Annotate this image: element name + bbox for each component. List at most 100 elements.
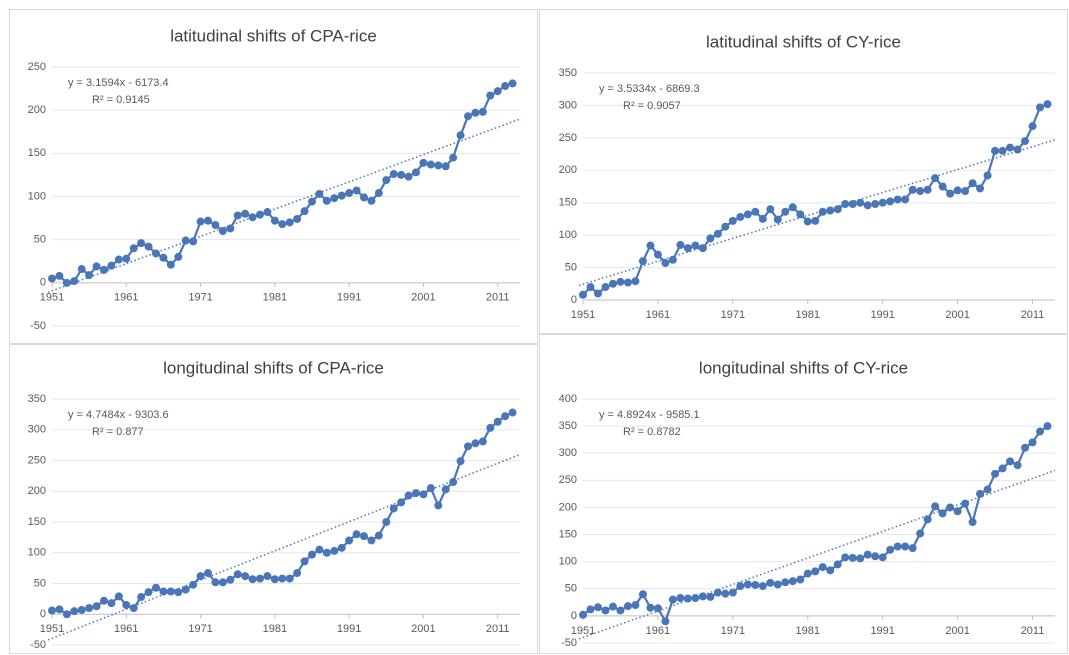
data-point	[931, 502, 940, 511]
x-tick-label: 2001	[945, 309, 969, 321]
data-point	[449, 478, 458, 487]
data-point	[728, 216, 737, 225]
data-point	[736, 582, 745, 591]
data-point	[698, 592, 707, 601]
data-point	[426, 160, 435, 169]
data-point	[181, 585, 190, 594]
data-point	[114, 592, 123, 601]
data-point	[77, 265, 86, 274]
data-point	[397, 498, 406, 507]
data-point	[107, 599, 116, 608]
data-point	[285, 574, 294, 583]
data-point	[404, 172, 413, 181]
y-tick-label: 350	[559, 420, 577, 432]
data-point	[961, 499, 970, 508]
y-tick-label: 400	[559, 393, 577, 405]
data-point	[486, 91, 495, 100]
data-point	[916, 187, 925, 196]
data-point	[751, 207, 760, 216]
data-point	[796, 210, 805, 219]
data-point	[181, 236, 190, 245]
trendline	[578, 139, 1056, 287]
x-tick-label: 1991	[870, 309, 894, 321]
data-point	[404, 491, 413, 500]
data-point	[478, 107, 487, 116]
data-point	[70, 607, 79, 616]
x-tick-label: 1991	[337, 292, 361, 304]
data-point	[70, 277, 79, 286]
x-tick-label: 1981	[796, 625, 820, 637]
chart-panel: longitudinal shifts of CPA-rice -50 0 50 100…	[9, 344, 538, 654]
data-point	[683, 594, 692, 603]
data-point	[248, 213, 257, 222]
data-point	[337, 191, 346, 200]
data-point	[826, 206, 835, 215]
data-point	[278, 220, 287, 229]
data-point	[818, 207, 827, 216]
data-point	[623, 602, 632, 611]
data-point	[278, 574, 287, 583]
data-point	[412, 168, 420, 177]
data-line	[582, 103, 1048, 296]
x-tick-label: 2011	[1021, 309, 1045, 321]
x-tick-label: 1951	[40, 623, 64, 635]
data-point	[478, 437, 487, 446]
data-point	[308, 550, 316, 559]
data-point	[856, 554, 865, 563]
data-point	[616, 606, 625, 615]
data-point	[174, 252, 183, 261]
data-point	[501, 81, 510, 90]
y-tick-label: 0	[40, 277, 46, 289]
data-point	[263, 208, 272, 217]
data-point	[412, 489, 420, 498]
data-point	[248, 575, 257, 584]
data-point	[374, 189, 383, 198]
data-point	[85, 271, 94, 280]
data-point	[968, 179, 977, 188]
data-point	[593, 289, 602, 298]
data-point	[998, 146, 1007, 155]
data-point	[863, 550, 872, 559]
chart-panel: latitudinal shifts of CY-rice 0 50 100 150 20…	[539, 9, 1068, 334]
data-point	[878, 198, 887, 207]
data-point	[653, 250, 662, 259]
data-point	[871, 200, 880, 209]
data-point	[218, 578, 227, 587]
data-point	[901, 195, 910, 204]
data-point	[608, 279, 617, 288]
y-tick-label: 50	[34, 577, 46, 589]
data-point	[226, 224, 235, 233]
data-point	[1021, 137, 1030, 146]
chart-title: longitudinal shifts of CY-rice	[699, 358, 908, 377]
data-point	[976, 184, 985, 193]
data-point	[638, 590, 647, 599]
data-point	[441, 162, 450, 171]
data-point	[159, 253, 168, 262]
y-tick-label: 350	[559, 67, 577, 79]
data-point	[322, 196, 331, 205]
data-point	[841, 200, 850, 209]
trendline-r2: R² = 0.9057	[623, 100, 681, 112]
data-point	[811, 216, 820, 225]
data-point	[901, 542, 910, 551]
x-tick-label: 1951	[40, 292, 64, 304]
data-point	[998, 464, 1007, 473]
data-point	[1036, 103, 1045, 112]
data-point	[691, 593, 700, 602]
y-tick-label: 0	[40, 608, 46, 620]
chart-panel: latitudinal shifts of CPA-rice -50 0 50 100 1…	[9, 9, 538, 344]
data-point	[803, 217, 812, 226]
data-point	[923, 515, 932, 524]
data-point	[946, 503, 955, 512]
data-point	[100, 265, 108, 274]
chart-title: longitudinal shifts of CPA-rice	[163, 358, 384, 377]
data-point	[931, 174, 940, 183]
y-tick-label: 250	[28, 61, 46, 73]
data-point	[152, 583, 160, 592]
trendline-r2: R² = 0.8782	[623, 426, 681, 438]
data-point	[646, 241, 655, 250]
y-tick-label: 250	[28, 454, 46, 466]
data-point	[464, 112, 472, 121]
data-point	[330, 194, 339, 203]
